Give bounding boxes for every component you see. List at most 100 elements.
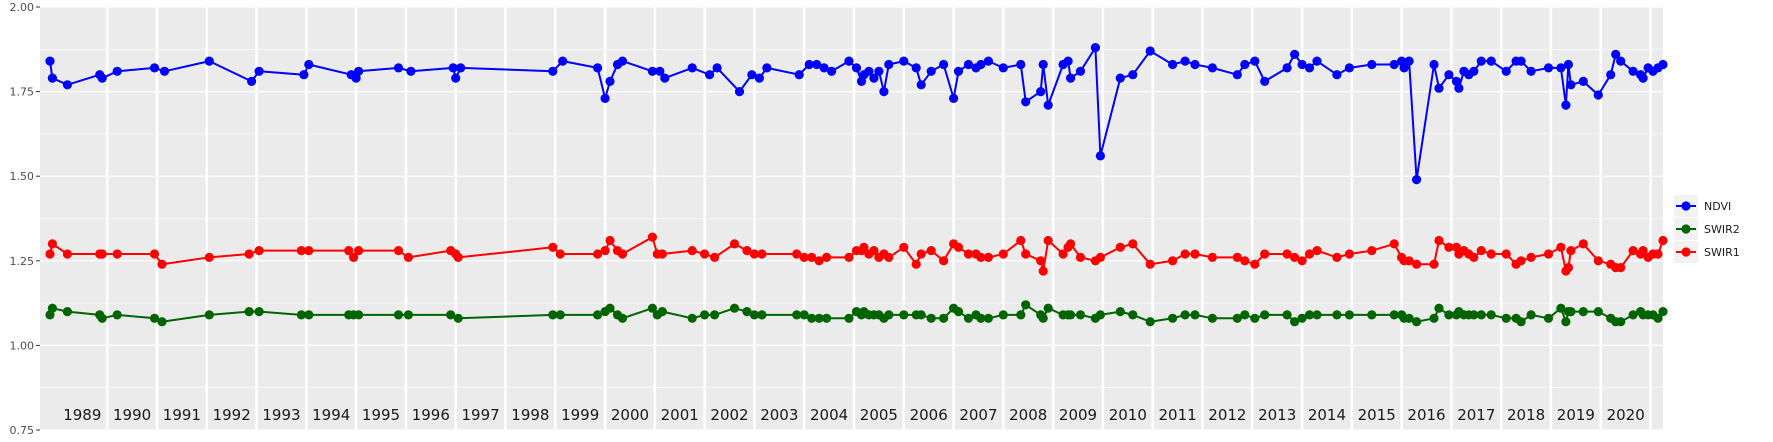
- data-point: [1304, 63, 1315, 73]
- data-point: [926, 66, 936, 76]
- data-point: [1207, 63, 1217, 73]
- data-point: [1038, 313, 1048, 323]
- data-point: [1207, 252, 1217, 262]
- data-point: [1399, 63, 1409, 73]
- data-point: [1389, 310, 1399, 320]
- data-point: [1367, 59, 1377, 70]
- data-point: [393, 246, 404, 256]
- data-point: [393, 310, 404, 320]
- data-point: [1332, 252, 1342, 262]
- data-point: [1128, 70, 1138, 80]
- data-point: [1628, 66, 1638, 76]
- legend-key-point: [1681, 201, 1691, 211]
- data-point: [1444, 70, 1454, 80]
- data-point: [1312, 56, 1322, 66]
- data-point: [403, 310, 413, 320]
- data-point: [1232, 252, 1242, 262]
- year-label: 1991: [163, 406, 201, 424]
- data-point: [1476, 56, 1486, 66]
- legend-key-point: [1681, 247, 1691, 257]
- data-point: [1036, 256, 1046, 266]
- data-point: [660, 73, 670, 83]
- data-point: [593, 249, 603, 259]
- data-point: [149, 249, 160, 259]
- legend: NDVI SWIR2 SWIR1: [1674, 195, 1740, 263]
- data-point: [869, 73, 879, 83]
- data-point: [1611, 49, 1621, 60]
- data-point: [453, 252, 463, 262]
- data-point: [1168, 313, 1178, 323]
- year-label: 1992: [213, 406, 251, 424]
- data-point: [1075, 66, 1086, 76]
- legend-label: SWIR2: [1704, 223, 1740, 236]
- data-point: [1282, 249, 1292, 259]
- data-point: [555, 310, 565, 320]
- data-point: [926, 246, 936, 256]
- data-point: [819, 63, 829, 73]
- series-swir2: [45, 300, 1668, 327]
- data-point: [710, 310, 720, 320]
- data-point: [1616, 56, 1626, 66]
- data-point: [844, 313, 854, 323]
- year-label: 1994: [312, 406, 350, 424]
- data-point: [814, 256, 824, 266]
- data-point: [1593, 256, 1603, 266]
- data-point: [1658, 59, 1668, 70]
- data-point: [304, 310, 314, 320]
- data-point: [1389, 59, 1399, 70]
- data-point: [1095, 151, 1105, 161]
- data-point: [884, 59, 894, 70]
- data-point: [1543, 63, 1554, 73]
- data-point: [1429, 313, 1439, 323]
- data-point: [1563, 59, 1573, 70]
- year-label: 2008: [1009, 406, 1047, 424]
- data-point: [456, 63, 466, 73]
- data-point: [1389, 239, 1399, 249]
- data-point: [1095, 252, 1105, 262]
- data-point: [403, 252, 413, 262]
- year-labels: 1989 1990 1991 1992 1993 1994 1995 1996 1997 1998…: [63, 406, 1645, 424]
- data-point: [884, 310, 894, 320]
- data-point: [1066, 239, 1076, 249]
- data-point: [1180, 310, 1190, 320]
- data-point: [296, 246, 306, 256]
- data-point: [1476, 310, 1486, 320]
- data-point: [804, 59, 814, 70]
- data-point: [254, 66, 264, 76]
- data-point: [657, 307, 667, 317]
- data-point: [97, 313, 107, 323]
- data-point: [851, 63, 862, 73]
- data-point: [1038, 266, 1048, 276]
- data-point: [558, 56, 568, 66]
- year-label: 1989: [63, 406, 101, 424]
- data-point: [159, 66, 170, 76]
- data-point: [605, 235, 615, 246]
- data-point: [1021, 300, 1031, 310]
- data-point: [1606, 70, 1616, 80]
- data-point: [1250, 313, 1260, 323]
- year-label: 2000: [611, 406, 649, 424]
- data-point: [1115, 242, 1125, 252]
- data-point: [349, 252, 359, 262]
- data-point: [792, 310, 802, 320]
- data-point: [1501, 249, 1511, 259]
- y-tick-label: 2.00: [10, 1, 35, 14]
- data-point: [916, 80, 926, 90]
- year-label: 2011: [1158, 406, 1196, 424]
- data-point: [822, 252, 832, 262]
- data-point: [1207, 313, 1217, 323]
- data-point: [1043, 303, 1053, 313]
- year-label: 1996: [412, 406, 450, 424]
- data-point: [976, 59, 986, 70]
- data-point: [1476, 246, 1486, 256]
- data-point: [1290, 49, 1300, 60]
- data-point: [548, 66, 558, 76]
- year-label: 2004: [810, 406, 848, 424]
- data-point: [600, 246, 610, 256]
- data-point: [1282, 310, 1292, 320]
- year-label: 2016: [1407, 406, 1445, 424]
- data-point: [1021, 97, 1031, 107]
- data-point: [548, 242, 558, 252]
- data-point: [446, 310, 456, 320]
- year-label: 2003: [760, 406, 798, 424]
